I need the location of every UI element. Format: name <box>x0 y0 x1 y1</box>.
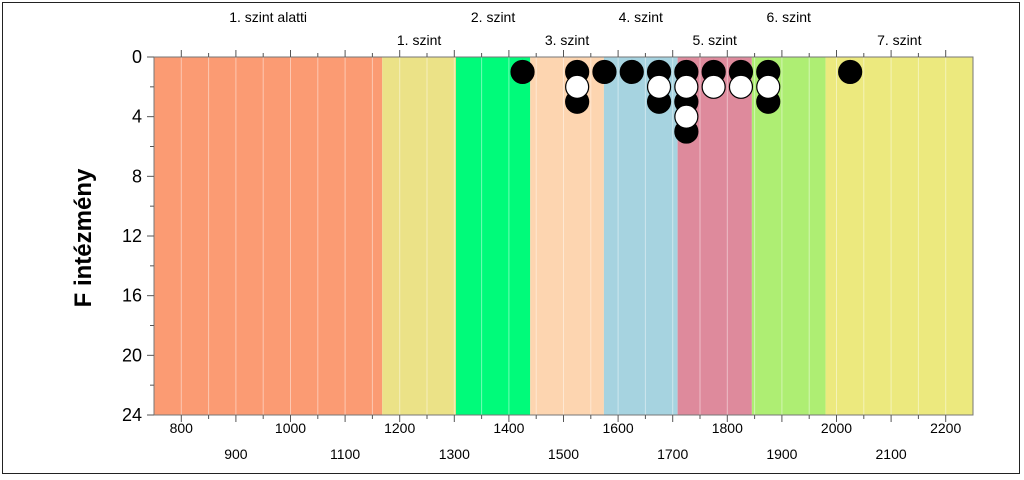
x-tick-label: 1700 <box>657 446 688 462</box>
level-band-2 <box>382 57 456 415</box>
data-point-white <box>674 74 699 99</box>
chart-labels: F intézmény 1. szint alatti 1. szint 2. sz… <box>70 9 922 307</box>
level-label-2: 1. szint <box>397 32 441 48</box>
chart-svg: 800 1000 1200 1400 1600 1800 2000 2200 900 1100 13… <box>70 9 974 462</box>
level-label-6: 5. szint <box>693 32 737 48</box>
y-axis-label: F intézmény <box>70 168 97 307</box>
y-tick-label: 20 <box>122 345 142 365</box>
x-tick-label: 1500 <box>548 446 579 462</box>
data-point-white <box>701 74 726 99</box>
x-tick-label: 800 <box>170 420 194 436</box>
data-point-white <box>728 74 754 99</box>
x-tick-label: 900 <box>224 446 248 462</box>
y-tick-label: 24 <box>122 405 142 425</box>
x-tick-label: 1400 <box>493 420 524 436</box>
data-point-black <box>838 59 863 85</box>
y-tick-label: 0 <box>132 47 142 67</box>
level-band-3 <box>455 57 531 415</box>
data-point-black <box>619 59 644 85</box>
level-label-4: 3. szint <box>545 32 589 48</box>
level-band-1 <box>154 57 383 415</box>
x-tick-label: 2200 <box>930 420 961 436</box>
data-point-white <box>565 74 590 99</box>
level-label-7: 6. szint <box>767 9 811 25</box>
level-band-5 <box>603 57 678 415</box>
x-tick-label: 1300 <box>439 446 470 462</box>
x-tick-label: 1200 <box>384 420 415 436</box>
x-tick-label: 2000 <box>821 420 852 436</box>
level-band-4 <box>530 57 604 415</box>
data-point-white <box>646 74 672 99</box>
chart-frame: 800 1000 1200 1400 1600 1800 2000 2200 900 1100 13… <box>2 2 1020 474</box>
data-points <box>510 59 863 144</box>
level-label-1: 1. szint alatti <box>229 9 307 25</box>
level-label-5: 4. szint <box>619 9 663 25</box>
axes: 800 1000 1200 1400 1600 1800 2000 2200 900 1100 13… <box>122 47 974 462</box>
x-tick-label: 1800 <box>712 420 743 436</box>
level-band-8 <box>825 57 973 415</box>
data-point-white <box>674 104 699 129</box>
x-tick-label: 1100 <box>330 446 360 462</box>
x-tick-label: 1000 <box>275 420 306 436</box>
level-label-3: 2. szint <box>471 9 515 25</box>
grid-lines <box>180 57 947 415</box>
x-tick-label: 1600 <box>603 420 634 436</box>
level-bands <box>154 57 973 415</box>
level-label-8: 7. szint <box>877 32 921 48</box>
x-tick-label: 1900 <box>766 446 797 462</box>
x-tick-label: 2100 <box>876 446 907 462</box>
y-tick-label: 8 <box>132 166 142 186</box>
y-tick-label: 4 <box>132 107 142 127</box>
level-band-7 <box>751 57 826 415</box>
data-point-black <box>510 59 535 85</box>
data-point-black <box>592 59 617 85</box>
y-tick-label: 16 <box>122 286 142 306</box>
data-point-white <box>756 74 781 99</box>
y-tick-label: 12 <box>122 226 142 246</box>
